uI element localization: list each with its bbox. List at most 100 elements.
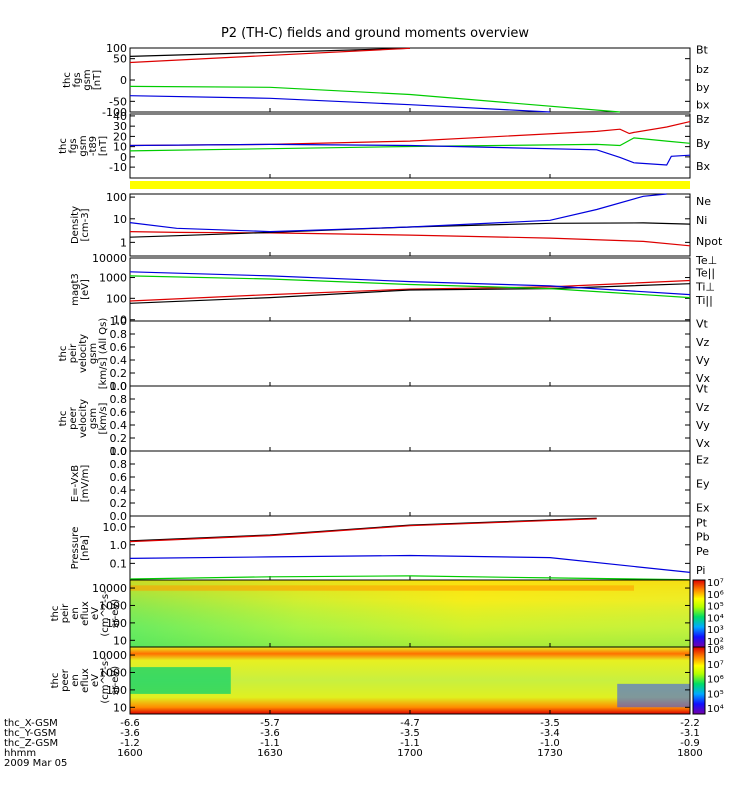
panel-7-series-Pb	[129, 518, 597, 543]
panel-4-ytick-label: 1.0	[110, 315, 128, 328]
panel-4-ytick-label: 0.4	[110, 354, 128, 367]
panel-5-ytick-label: 0.0	[110, 445, 128, 458]
panel-3-ytick-label: 1000	[99, 272, 127, 285]
panel-8-ytick-label: 10	[113, 634, 127, 647]
panel-6-ytick-label: 0.8	[110, 458, 128, 471]
panel-4-ytick-label: 0.2	[110, 367, 128, 380]
panel-2-series-Npot	[129, 193, 667, 233]
xaxis-tick-1800-row-1: -3.1	[680, 728, 700, 739]
panel-5-ytick-label: 1.0	[110, 380, 128, 393]
panel-7-legend-0: Pt	[696, 516, 708, 529]
xaxis-tick-1800-row-0: -2.2	[680, 718, 700, 729]
panel-6-legend-2: Ex	[696, 502, 710, 515]
panel-2-ytick-label: 100	[106, 191, 127, 204]
panel-0-series-Bt	[129, 47, 411, 57]
panel-5-ytick-label: 0.4	[110, 419, 128, 432]
colorbar-8-tick: 10⁴	[707, 613, 724, 624]
panel-9-ytick-label: 1000	[99, 666, 127, 679]
panel-5-frame	[129, 385, 691, 452]
panel-1-legend-2: Bx	[696, 160, 711, 173]
colorbar-8-tick: 10⁷	[707, 578, 724, 589]
panel-6-legend-0: Ez	[696, 453, 709, 466]
panel-1-series-Bz	[129, 121, 691, 147]
panel-1-ylabel: thcfgsgsm-t89[nT]	[58, 135, 109, 156]
panel-4-ytick-label: 0.6	[110, 341, 128, 354]
xaxis-tick-1730-row-1: -3.4	[540, 728, 560, 739]
figure-title: P2 (TH-C) fields and ground moments over…	[220, 26, 530, 41]
panel-4-ytick-label: 0.0	[110, 380, 128, 393]
panel-1-ytick-label: 0	[120, 151, 127, 164]
panel-5-legend-3: Vx	[696, 437, 711, 450]
panel-3-ylabel: magt3[eV]	[70, 273, 91, 306]
panel-3-series-Te||	[129, 283, 691, 304]
panel-4-legend-2: Vy	[696, 354, 710, 367]
panel-7-ylabel: Pressure[nPa]	[70, 527, 91, 570]
panel-2-frame	[129, 193, 691, 257]
panel-1-ytick-label: 40	[113, 110, 127, 123]
colorbar-9-tick: 10⁷	[707, 660, 724, 671]
xaxis-tick-1700-row-2: -1.1	[400, 738, 420, 749]
panel-1-legend-0: Bz	[696, 113, 710, 126]
xaxis-tick-1630-row-2: -1.1	[260, 738, 280, 749]
panel-0-series-bx	[129, 95, 551, 113]
panel-4-legend-1: Vz	[696, 336, 710, 349]
xaxis-tick-1730-row-3: 1730	[537, 748, 562, 759]
colorbar-8-tick: 10⁶	[707, 590, 724, 601]
panel-5-legend-1: Vz	[696, 401, 710, 414]
xaxis-row-label-2: thc_Z-GSM	[4, 738, 58, 749]
panel-1-ytick-label: 10	[113, 141, 127, 154]
panel-1-ytick-label: 30	[113, 120, 127, 133]
colorbar-8-tick: 10⁵	[707, 602, 724, 613]
panel-4-legend-3: Vx	[696, 372, 711, 385]
xaxis-tick-1630-row-3: 1630	[257, 748, 282, 759]
panel-0-legend-0: Bt	[696, 43, 709, 56]
xaxis-row-label-0: thc_X-GSM	[4, 718, 58, 729]
panel-6-legend-1: Ey	[696, 478, 710, 491]
heatmap-electron-blue	[617, 683, 690, 708]
xaxis-tick-1630-row-0: -5.7	[260, 718, 280, 729]
heatmap-ion-overlay	[130, 580, 690, 647]
panel-8-ytick-label: 100	[106, 617, 127, 630]
xaxis-tick-1700-row-1: -3.5	[400, 728, 420, 739]
panel-3-legend-1: Te||	[695, 266, 715, 279]
heatmap-ion-band	[130, 585, 634, 591]
panel-8-ytick-label: 1000	[99, 599, 127, 612]
panel-8-ylabel: thcpeirenefluxeV(cm^2-s-sr-eV)	[50, 590, 121, 637]
xaxis-tick-1800-row-3: 1800	[677, 748, 702, 759]
panel-1-series-Bx	[129, 143, 691, 166]
colorbar-8-tick: 10³	[707, 625, 724, 636]
colorbar-9-tick: 10⁸	[707, 645, 724, 656]
panel-3-legend-2: Ti⊥	[695, 280, 715, 293]
panel-5-ytick-label: 0.8	[110, 393, 128, 406]
panel-2-ylabel: Density[cm-3]	[70, 206, 91, 244]
panel-6-frame	[129, 450, 691, 517]
panel-3-ytick-label: 10000	[92, 252, 127, 265]
panel-5-legend-2: Vy	[696, 419, 710, 432]
panel-3-ytick-label: 10	[113, 314, 127, 327]
panel-7-legend-1: Pb	[696, 530, 710, 543]
panel-0-ytick-label: -50	[109, 95, 127, 108]
colorbar-9-tick: 10⁵	[707, 689, 724, 700]
colorbar-9	[692, 646, 706, 715]
separator-stripe	[130, 181, 690, 189]
panel-0-ytick-label: 50	[113, 53, 127, 66]
panel-5-legend-0: Vt	[696, 383, 709, 396]
xaxis-tick-1700-row-3: 1700	[397, 748, 422, 759]
xaxis-row-label-3: hhmm	[4, 748, 36, 759]
panel-7-legend-2: Pe	[696, 545, 709, 558]
panel-1-series-By	[129, 137, 691, 152]
xaxis-tick-1700-row-0: -4.7	[400, 718, 420, 729]
xaxis-row-label-1: thc_Y-GSM	[4, 728, 56, 739]
panel-6-ylabel: E=-VxB[mV/m]	[70, 465, 91, 503]
panel-4-ytick-label: 0.8	[110, 328, 128, 341]
xaxis-tick-1800-row-2: -0.9	[680, 738, 700, 749]
panel-4-legend-0: Vt	[696, 318, 709, 331]
panel-4-ylabel: thcpeirvelocitygsm[km/s] (All Qs)	[58, 318, 109, 390]
panel-0-legend-3: bx	[696, 98, 710, 111]
panel-0-series-bz	[129, 47, 411, 64]
panel-7-ytick-label: 10.0	[103, 521, 128, 534]
panel-0-series-by	[129, 85, 621, 113]
panel-7-ytick-label: 1.0	[110, 539, 128, 552]
panel-1-ytick-label: 20	[113, 130, 127, 143]
